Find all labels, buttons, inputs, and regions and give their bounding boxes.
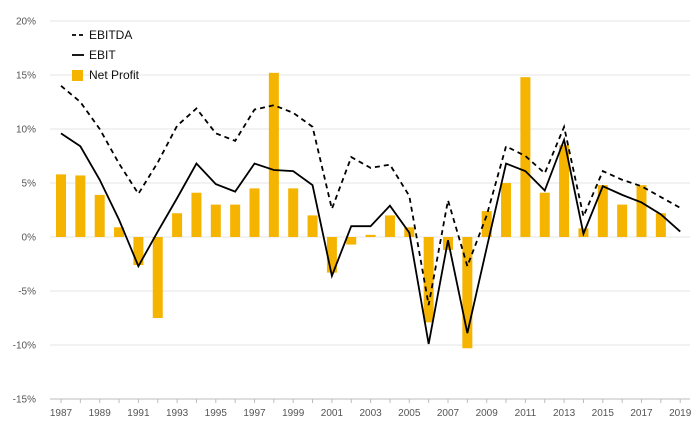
ebitda-line (60, 85, 681, 306)
net-profit-bar (423, 237, 434, 323)
x-tick-label: 2003 (359, 408, 382, 419)
net-profit-bar (75, 175, 86, 237)
x-tick-label: 1997 (243, 408, 266, 419)
x-tick-label: 1993 (166, 408, 189, 419)
legend-ebit-label: EBIT (89, 48, 116, 62)
x-tick-label: 2017 (630, 408, 653, 419)
x-tick-label: 1989 (89, 408, 112, 419)
net-profit-bar (539, 192, 550, 237)
x-tick-label: 2013 (553, 408, 576, 419)
x-tick-label: 2015 (592, 408, 615, 419)
net-profit-bar (114, 227, 125, 237)
y-tick-label: -15% (13, 395, 36, 406)
net-profit-bar (172, 213, 183, 237)
x-tick-label: 2005 (398, 408, 421, 419)
net-profit-bar (191, 192, 202, 237)
x-tick-label: 2001 (321, 408, 344, 419)
y-tick-label: -10% (13, 341, 36, 352)
x-tick-label: 1995 (205, 408, 228, 419)
net-profit-bar (597, 185, 608, 237)
net-profit-bar (249, 188, 260, 237)
legend-net-profit-swatch (72, 70, 83, 81)
net-profit-bar (152, 237, 163, 318)
net-profit-bar (288, 188, 299, 237)
net-profit-bar (210, 204, 221, 237)
net-profit-bar (94, 194, 105, 237)
x-tick-label: 2007 (437, 408, 460, 419)
net-profit-bar (636, 185, 647, 237)
net-profit-bar (326, 237, 337, 273)
net-profit-bars (56, 72, 666, 349)
x-tick-label: 2009 (476, 408, 499, 419)
net-profit-bar (307, 215, 318, 237)
legend-ebitda-label: EBITDA (89, 28, 132, 42)
net-profit-bar (365, 234, 376, 237)
ebit-line (60, 132, 681, 345)
legend-net-profit-label: Net Profit (89, 68, 140, 82)
net-profit-bar (481, 211, 492, 237)
y-tick-label: 5% (22, 179, 37, 190)
x-tick-label: 1999 (282, 408, 305, 419)
y-tick-label: 15% (16, 71, 36, 82)
net-profit-bar (462, 237, 473, 349)
y-tick-label: 10% (16, 125, 36, 136)
legend: EBITDA EBIT Net Profit (72, 28, 140, 82)
net-profit-bar (617, 204, 628, 237)
net-profit-bar (384, 215, 395, 237)
net-profit-bar (268, 72, 279, 237)
y-tick-label: 20% (16, 17, 36, 28)
y-tick-label: 0% (22, 233, 37, 244)
line-series (60, 85, 681, 345)
net-profit-bar (56, 174, 66, 237)
axes: -15% -10% -5% 0% 5% 10% 15% 20% 1987 1989 1991 1993… (13, 17, 692, 420)
x-tick-label: 1991 (127, 408, 150, 419)
x-tick-label: 2019 (669, 408, 692, 419)
y-tick-label: -5% (18, 287, 36, 298)
net-profit-bar (133, 237, 144, 266)
net-profit-bar (346, 237, 357, 245)
net-profit-bar (230, 204, 241, 237)
x-tick-label: 2011 (515, 408, 537, 419)
net-profit-bar (655, 213, 666, 237)
net-profit-bar (559, 145, 570, 237)
x-tick-label: 1987 (50, 408, 73, 419)
net-profit-bar (501, 183, 512, 237)
